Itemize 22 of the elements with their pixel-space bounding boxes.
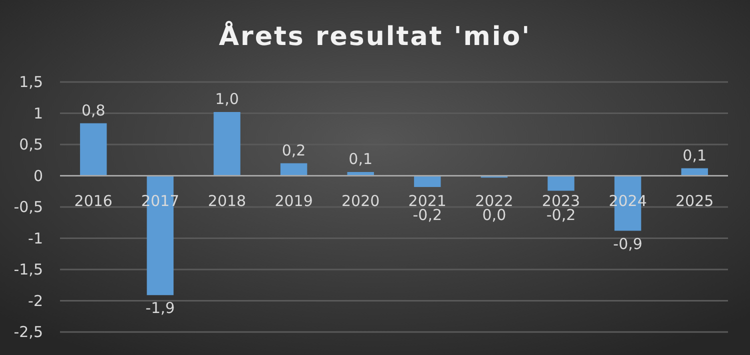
y-tick-label: 1 — [33, 104, 43, 122]
x-tick-label: 2016 — [74, 192, 112, 210]
y-tick-label: -0,5 — [14, 198, 43, 216]
data-label: 0,2 — [282, 141, 306, 160]
data-label: 0,1 — [348, 150, 373, 168]
x-tick-label: 2025 — [676, 192, 714, 210]
x-tick-label: 2019 — [274, 192, 313, 210]
y-tick-label: 0,5 — [19, 136, 43, 154]
data-label: -0,9 — [613, 234, 642, 253]
y-tick-label: -1,5 — [14, 260, 43, 278]
data-label: 0,8 — [81, 101, 106, 120]
chart-title: Årets resultat 'mio' — [218, 20, 532, 52]
y-tick-label: -2,5 — [14, 323, 43, 341]
y-tick-label: 0 — [33, 166, 43, 185]
y-tick-label: -2 — [28, 292, 43, 310]
x-tick-label: 2020 — [342, 192, 380, 210]
x-tick-label: 2018 — [208, 192, 246, 210]
data-label: -1,9 — [146, 299, 175, 318]
data-label: 1,0 — [215, 90, 239, 108]
y-tick-label: 1,5 — [19, 73, 43, 91]
y-tick-label: -1 — [28, 229, 43, 248]
data-label: 0,1 — [682, 146, 707, 164]
